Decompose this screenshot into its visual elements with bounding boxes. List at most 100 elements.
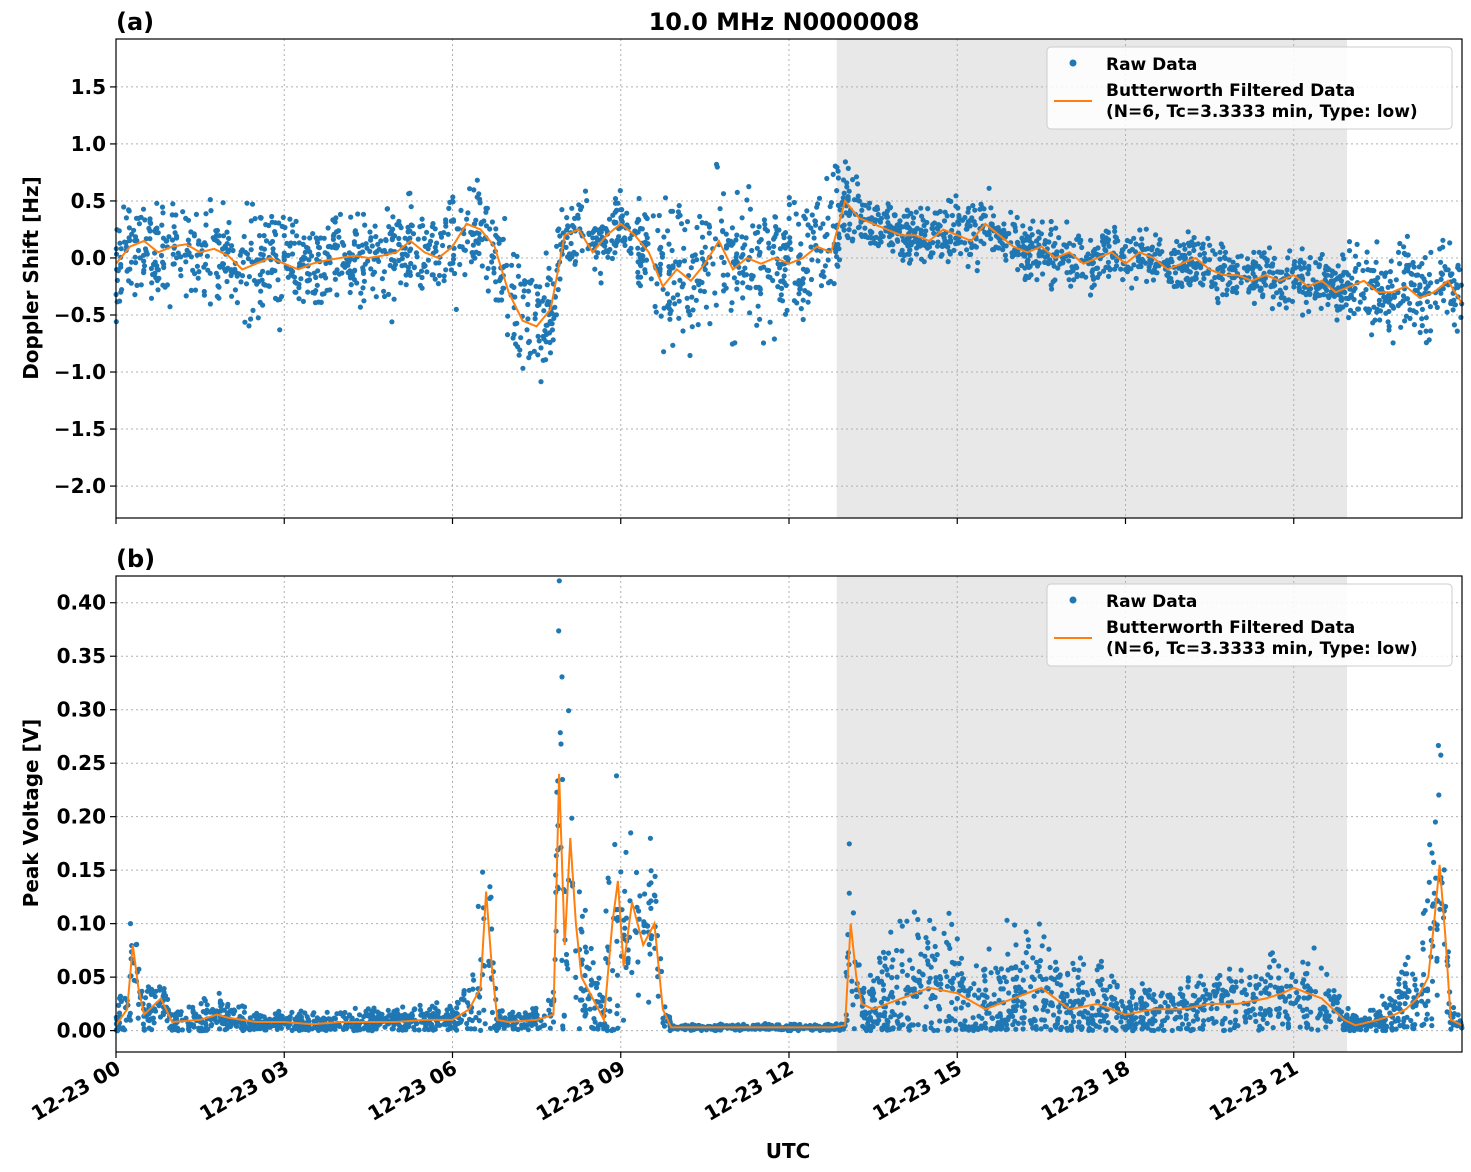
b-raw-point bbox=[613, 773, 620, 779]
a-raw-point bbox=[875, 243, 882, 249]
a-raw-point bbox=[1455, 284, 1461, 290]
b-raw-point bbox=[615, 914, 621, 921]
a-raw-point bbox=[369, 243, 375, 249]
b-raw-point bbox=[1190, 1018, 1196, 1024]
a-raw-point bbox=[341, 242, 347, 248]
b-raw-point bbox=[901, 1000, 907, 1006]
a-raw-point bbox=[1374, 239, 1380, 245]
a-raw-point bbox=[1371, 268, 1377, 274]
b-raw-point bbox=[1400, 1022, 1406, 1028]
b-raw-point bbox=[592, 980, 598, 986]
a-raw-point bbox=[1397, 240, 1403, 247]
b-raw-point bbox=[1279, 985, 1285, 991]
a-raw-point bbox=[846, 188, 852, 194]
a-raw-point bbox=[855, 181, 861, 187]
b-raw-point bbox=[1211, 982, 1217, 988]
a-raw-point bbox=[504, 332, 511, 338]
a-raw-point bbox=[1345, 295, 1351, 302]
b-raw-point bbox=[1262, 979, 1268, 985]
a-raw-point bbox=[695, 322, 701, 328]
a-raw-point bbox=[1317, 284, 1323, 290]
a-raw-point bbox=[720, 272, 726, 278]
a-raw-point bbox=[267, 240, 274, 246]
a-raw-point bbox=[822, 263, 829, 269]
b-raw-point bbox=[558, 741, 564, 747]
a-raw-point bbox=[148, 295, 155, 301]
a-raw-point bbox=[675, 209, 682, 215]
b-raw-point bbox=[1103, 1026, 1109, 1032]
a-raw-point bbox=[865, 234, 871, 241]
a-raw-point bbox=[657, 246, 663, 252]
a-raw-point bbox=[1450, 307, 1456, 313]
a-raw-point bbox=[1227, 280, 1233, 286]
a-raw-point bbox=[470, 250, 476, 256]
a-raw-point bbox=[777, 297, 783, 303]
a-raw-point bbox=[1251, 300, 1257, 306]
b-raw-point bbox=[1040, 976, 1046, 983]
a-raw-point bbox=[185, 237, 191, 243]
b-raw-point bbox=[494, 1027, 500, 1033]
b-raw-point bbox=[911, 909, 918, 915]
a-raw-point bbox=[1353, 265, 1359, 272]
a-raw-point bbox=[1422, 255, 1428, 261]
a-raw-point bbox=[1105, 259, 1111, 265]
a-raw-point bbox=[575, 215, 581, 221]
a-raw-point bbox=[894, 237, 900, 243]
a-raw-point bbox=[1190, 243, 1196, 249]
a-raw-point bbox=[1328, 273, 1334, 279]
a-raw-point bbox=[333, 229, 340, 235]
b-raw-point bbox=[1239, 989, 1245, 996]
a-raw-point bbox=[1064, 244, 1070, 250]
a-raw-point bbox=[123, 215, 129, 221]
a-raw-point bbox=[155, 287, 161, 293]
a-raw-point bbox=[424, 269, 430, 275]
a-raw-point bbox=[702, 244, 708, 250]
a-raw-point bbox=[441, 273, 447, 279]
a-raw-point bbox=[844, 233, 850, 239]
a-raw-point bbox=[397, 222, 403, 228]
a-raw-point bbox=[781, 243, 787, 249]
a-raw-point bbox=[1068, 283, 1074, 289]
a-raw-point bbox=[1426, 271, 1432, 278]
a-raw-point bbox=[802, 216, 808, 222]
a-raw-point bbox=[1291, 284, 1297, 290]
a-raw-point bbox=[154, 200, 160, 206]
a-raw-point bbox=[820, 269, 826, 275]
a-raw-point bbox=[820, 221, 826, 227]
a-raw-point bbox=[138, 214, 144, 220]
b-raw-point bbox=[1267, 964, 1273, 970]
a-raw-point bbox=[1056, 235, 1062, 241]
a-raw-point bbox=[707, 321, 713, 327]
b-raw-point bbox=[1185, 984, 1191, 990]
a-raw-point bbox=[532, 311, 539, 317]
b-raw-point bbox=[1431, 890, 1437, 896]
a-raw-point bbox=[1114, 258, 1120, 264]
b-raw-point bbox=[880, 987, 887, 993]
a-raw-point bbox=[389, 319, 395, 325]
a-raw-point bbox=[637, 283, 644, 289]
b-raw-point bbox=[1433, 875, 1439, 881]
a-raw-point bbox=[1112, 224, 1118, 230]
b-raw-point bbox=[248, 1022, 254, 1028]
a-raw-point bbox=[1444, 309, 1450, 315]
a-raw-point bbox=[215, 274, 221, 280]
a-raw-point bbox=[1000, 247, 1006, 253]
a-raw-point bbox=[384, 206, 391, 212]
a-raw-point bbox=[742, 242, 748, 248]
a-raw-point bbox=[291, 240, 298, 246]
a-raw-point bbox=[461, 231, 467, 237]
a-raw-point bbox=[367, 229, 373, 235]
b-raw-point bbox=[1356, 1018, 1362, 1024]
b-raw-point bbox=[214, 1019, 220, 1025]
a-raw-point bbox=[836, 235, 843, 241]
b-raw-point bbox=[563, 951, 570, 958]
b-raw-point bbox=[1233, 984, 1239, 990]
a-raw-point bbox=[937, 208, 943, 215]
a-raw-point bbox=[804, 208, 810, 214]
b-raw-point bbox=[1200, 1022, 1206, 1028]
a-raw-point bbox=[798, 241, 804, 247]
a-raw-point bbox=[360, 211, 367, 217]
a-raw-point bbox=[549, 327, 556, 333]
a-raw-point bbox=[670, 342, 676, 348]
b-raw-point bbox=[1318, 965, 1324, 971]
